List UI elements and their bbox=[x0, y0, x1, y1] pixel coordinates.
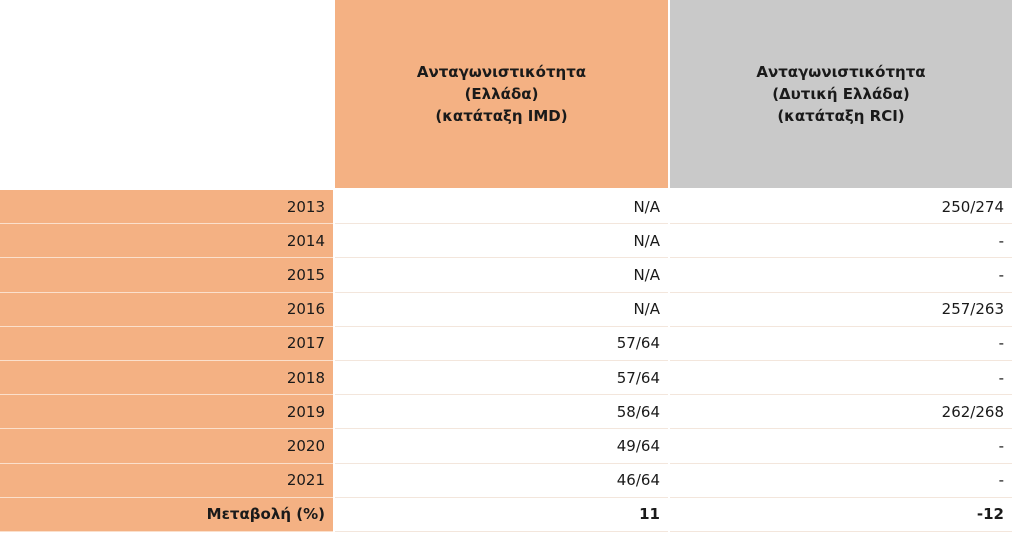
row-label: 2019 bbox=[0, 395, 333, 430]
table-cell: N/A bbox=[335, 190, 668, 225]
table-cell: 262/268 bbox=[670, 395, 1012, 430]
row-label: Μεταβολή (%) bbox=[0, 497, 333, 532]
header-line: Ανταγωνιστικότητα bbox=[756, 63, 926, 81]
header-line: (κατάταξη RCI) bbox=[777, 107, 905, 125]
table-cell: N/A bbox=[335, 224, 668, 259]
row-label: 2015 bbox=[0, 258, 333, 293]
header-line: Ανταγωνιστικότητα bbox=[416, 63, 587, 81]
table-cell: - bbox=[670, 327, 1012, 361]
table-cell: - bbox=[670, 429, 1012, 464]
header-line: (κατάταξη IMD) bbox=[435, 107, 568, 125]
table-cell: 11 bbox=[335, 498, 668, 532]
table-cell: 250/274 bbox=[670, 190, 1012, 225]
row-label: 2018 bbox=[0, 361, 333, 396]
row-label: 2013 bbox=[0, 190, 333, 225]
table-cell: - bbox=[670, 361, 1012, 396]
table-cell: - bbox=[670, 224, 1012, 259]
table-cell: - bbox=[670, 464, 1012, 498]
row-label: 2014 bbox=[0, 224, 333, 259]
table-cell: N/A bbox=[335, 258, 668, 293]
table-cell: N/A bbox=[335, 293, 668, 327]
row-label: 2017 bbox=[0, 326, 333, 361]
table-cell: 57/64 bbox=[335, 327, 668, 361]
header-line: (Δυτική Ελλάδα) bbox=[772, 85, 910, 103]
row-label: 2021 bbox=[0, 463, 333, 498]
table-cell: -12 bbox=[670, 498, 1012, 532]
table-cell: - bbox=[670, 258, 1012, 293]
header-cell: Ανταγωνιστικότητα (Ελλάδα) (κατάταξη IMD) bbox=[335, 0, 668, 188]
row-label: 2020 bbox=[0, 429, 333, 464]
header-cell: Ανταγωνιστικότητα (Δυτική Ελλάδα) (κατάταξ… bbox=[670, 0, 1012, 188]
header-line: (Ελλάδα) bbox=[464, 85, 539, 103]
table-cell: 57/64 bbox=[335, 361, 668, 396]
row-label: 2016 bbox=[0, 292, 333, 327]
table-cell: 46/64 bbox=[335, 464, 668, 498]
table-cell: 49/64 bbox=[335, 429, 668, 464]
table-cell: 58/64 bbox=[335, 395, 668, 430]
table-cell: 257/263 bbox=[670, 293, 1012, 327]
